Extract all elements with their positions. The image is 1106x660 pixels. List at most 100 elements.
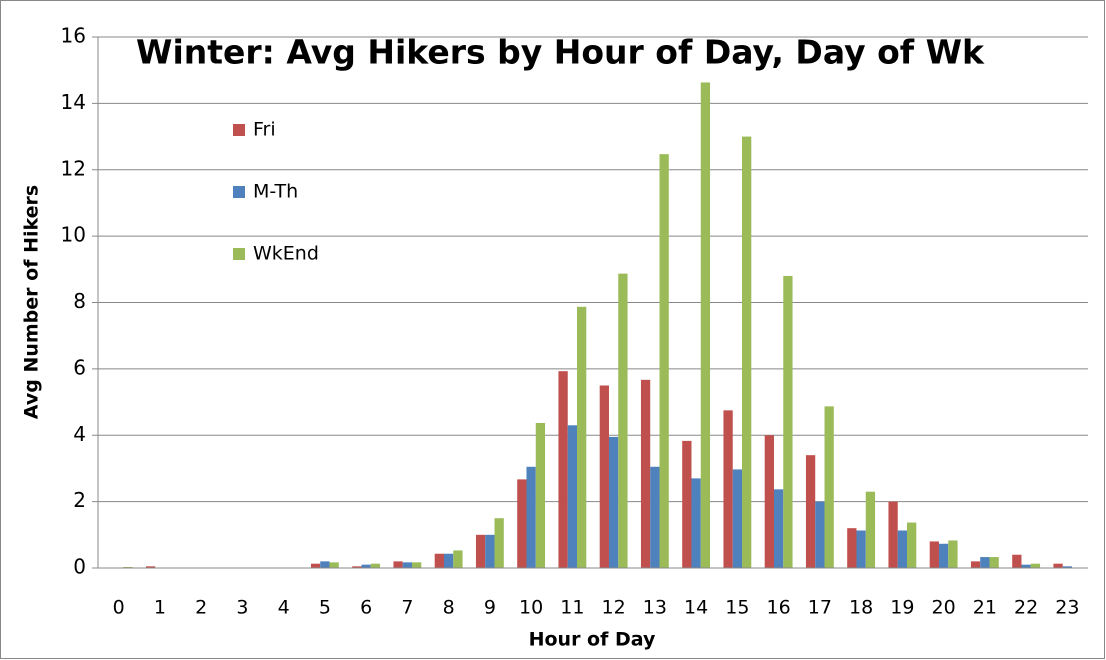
bar xyxy=(650,466,660,568)
bar xyxy=(310,563,321,568)
bar xyxy=(329,562,339,568)
bar xyxy=(535,422,546,568)
bar xyxy=(700,82,711,569)
legend-swatch xyxy=(233,248,245,260)
bar xyxy=(659,154,669,569)
x-axis-label: Hour of Day xyxy=(529,629,656,651)
x-tick-label: 18 xyxy=(849,597,873,619)
x-tick-label: 4 xyxy=(278,597,290,619)
chart-title: Winter: Avg Hikers by Hour of Day, Day o… xyxy=(136,33,985,72)
y-tick-label: 4 xyxy=(73,422,86,446)
bar xyxy=(577,306,587,568)
bar xyxy=(970,561,981,568)
y-tick-label: 8 xyxy=(73,289,86,313)
bar xyxy=(558,371,568,568)
bar xyxy=(865,491,876,568)
bar xyxy=(691,478,701,568)
bar xyxy=(764,435,774,568)
x-tick-label: 1 xyxy=(154,597,166,619)
x-tick-label: 5 xyxy=(319,597,331,619)
x-tick-label: 10 xyxy=(519,597,543,619)
x-tick-label: 9 xyxy=(484,597,496,619)
x-tick-label: 23 xyxy=(1055,597,1079,619)
bar xyxy=(742,136,752,568)
bar xyxy=(1053,563,1063,568)
bar xyxy=(608,436,619,568)
bar xyxy=(370,563,381,568)
bar xyxy=(682,440,692,568)
y-tick-label: 16 xyxy=(61,24,86,48)
bar xyxy=(494,518,504,568)
bar xyxy=(723,410,733,568)
legend-swatch xyxy=(233,186,245,198)
x-tick-label: 8 xyxy=(443,597,455,619)
bar xyxy=(1030,563,1041,568)
y-tick-label: 10 xyxy=(61,223,86,247)
bar xyxy=(320,561,330,568)
bar xyxy=(1062,566,1073,568)
bar xyxy=(1021,564,1031,568)
x-tick-label: 22 xyxy=(1014,597,1038,619)
bar xyxy=(948,540,958,568)
y-tick-label: 0 xyxy=(73,555,86,579)
bar xyxy=(567,425,578,568)
x-tick-label: 17 xyxy=(808,597,832,619)
x-tick-label: 3 xyxy=(236,597,248,619)
bar xyxy=(929,541,939,568)
y-axis-label: Avg Number of Hikers xyxy=(21,185,43,419)
bar xyxy=(443,553,454,568)
bar xyxy=(888,501,898,568)
legend-swatch xyxy=(233,124,245,136)
bar xyxy=(938,543,949,568)
bar xyxy=(402,562,413,568)
bar xyxy=(475,534,486,568)
x-tick-label: 0 xyxy=(113,597,125,619)
bar xyxy=(856,530,866,568)
bar xyxy=(1012,554,1022,568)
bar xyxy=(393,561,403,568)
bar xyxy=(599,385,609,568)
x-tick-label: 15 xyxy=(725,597,749,619)
bar xyxy=(773,489,784,568)
x-tick-label: 14 xyxy=(684,597,708,619)
bar xyxy=(980,557,990,568)
x-tick-label: 2 xyxy=(195,597,207,619)
bar xyxy=(847,528,857,568)
bar xyxy=(361,564,371,568)
legend-label: WkEnd xyxy=(253,243,319,265)
legend-label: Fri xyxy=(253,119,276,141)
bar xyxy=(907,522,917,568)
legend-label: M-Th xyxy=(253,181,298,203)
bar xyxy=(517,479,527,568)
x-tick-label: 13 xyxy=(643,597,667,619)
bar xyxy=(989,557,999,568)
bar xyxy=(805,455,816,568)
bar xyxy=(453,550,463,568)
bar xyxy=(824,406,834,568)
x-tick-label: 11 xyxy=(560,597,584,619)
y-tick-label: 6 xyxy=(73,355,86,379)
x-tick-label: 21 xyxy=(973,597,997,619)
bar xyxy=(352,566,362,568)
bar xyxy=(145,566,156,568)
bar xyxy=(732,469,743,568)
bar xyxy=(618,273,628,568)
bar xyxy=(783,275,793,568)
bar xyxy=(897,530,908,568)
bar xyxy=(434,553,444,568)
bar xyxy=(412,562,422,568)
y-tick-label: 14 xyxy=(61,90,86,114)
x-tick-label: 12 xyxy=(602,597,626,619)
x-tick-label: 20 xyxy=(932,597,956,619)
bar xyxy=(815,501,825,568)
x-tick-label: 16 xyxy=(767,597,791,619)
bar xyxy=(526,466,536,568)
x-tick-label: 19 xyxy=(890,597,914,619)
y-tick-label: 2 xyxy=(73,488,86,512)
y-tick-label: 12 xyxy=(61,156,86,180)
x-tick-label: 6 xyxy=(360,597,372,619)
x-tick-label: 7 xyxy=(401,597,413,619)
